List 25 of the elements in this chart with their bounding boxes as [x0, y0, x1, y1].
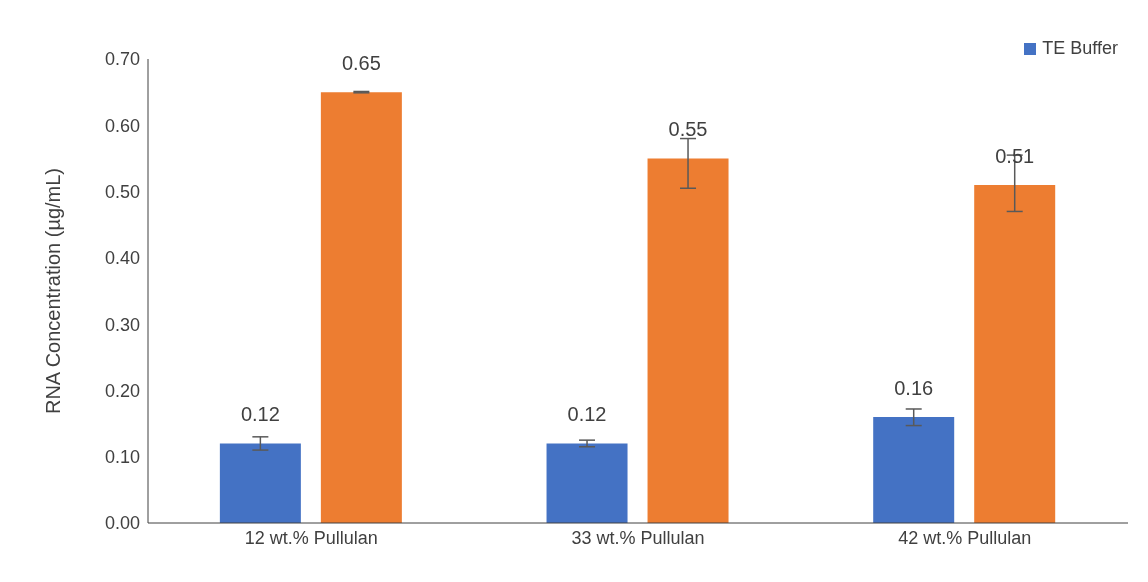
y-tick-label: 0.30 [104, 314, 140, 335]
bar [647, 158, 729, 523]
legend-label: TE Buffer [1041, 38, 1118, 59]
data-label: 0.12 [567, 403, 607, 426]
x-tick-label: 12 wt.% Pullulan [244, 527, 378, 548]
data-label: 0.51 [995, 144, 1035, 167]
y-tick-label: 0.60 [104, 115, 140, 136]
y-tick-label: 0.70 [104, 49, 140, 70]
y-tick-label: 0.10 [104, 447, 140, 468]
y-tick-label: 0.20 [104, 380, 140, 401]
bar [974, 184, 1056, 523]
x-tick-label: 42 wt.% Pullulan [898, 527, 1032, 548]
data-label: 0.65 [341, 52, 381, 75]
y-tick-label: 0.40 [104, 248, 140, 269]
data-label: 0.12 [240, 403, 280, 426]
data-label: 0.55 [668, 118, 708, 141]
y-axis-title: RNA Concentration (µg/mL) [42, 167, 65, 415]
data-label: 0.16 [894, 376, 934, 399]
bar [873, 416, 955, 523]
bar [320, 92, 402, 523]
x-tick-label: 33 wt.% Pullulan [571, 527, 705, 548]
bar [546, 443, 628, 523]
y-tick-label: 0.50 [104, 181, 140, 202]
y-tick-label: 0.00 [104, 513, 140, 534]
bar [219, 443, 301, 523]
